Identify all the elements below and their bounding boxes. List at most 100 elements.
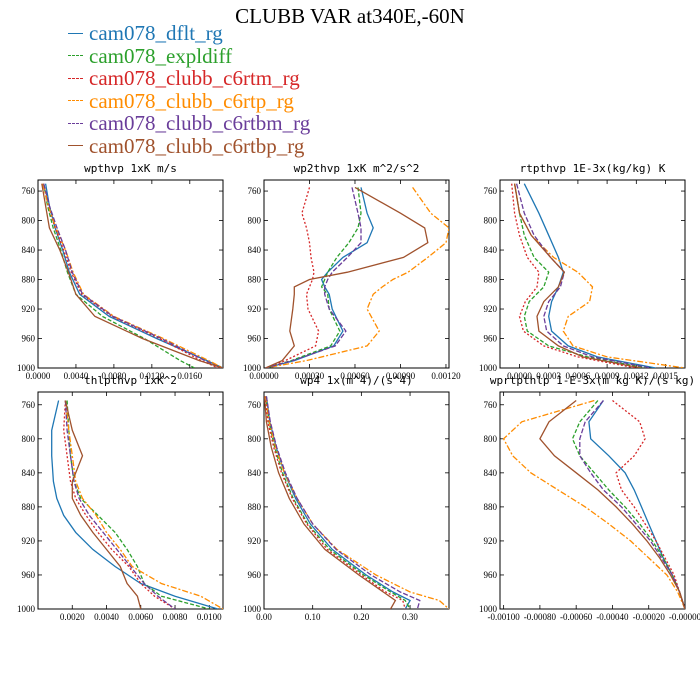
- y-tick-label: 960: [248, 570, 262, 580]
- x-tick-label: 0.0006: [566, 371, 591, 381]
- y-tick-label: 960: [484, 570, 498, 580]
- y-tick-label: 960: [248, 334, 262, 344]
- y-tick-label: 800: [22, 434, 36, 444]
- series-line: [513, 183, 647, 368]
- series-line: [265, 187, 374, 368]
- y-tick-label: 920: [22, 304, 36, 314]
- legend-label: cam078_expldiff: [89, 43, 233, 68]
- figure-title: CLUBB VAR at340E,-60N: [235, 4, 465, 28]
- y-tick-label: 880: [248, 502, 262, 512]
- panel-frame: [263, 179, 450, 369]
- legend-swatch: [68, 77, 83, 79]
- series-line: [265, 187, 320, 368]
- legend-label: cam078_clubb_c6rtm_rg: [89, 66, 300, 91]
- series-line: [43, 183, 219, 368]
- x-tick-label: 0.0160: [177, 371, 202, 381]
- legend-item: cam078_clubb_c6rtbp_rg: [68, 135, 310, 158]
- x-tick-label: 0.0003: [536, 371, 561, 381]
- series-line: [64, 400, 223, 609]
- series-line: [511, 183, 637, 368]
- y-tick-label: 800: [248, 434, 262, 444]
- x-tick-label: 0.00030: [295, 371, 325, 381]
- y-tick-label: 840: [248, 468, 262, 478]
- y-tick-label: 760: [22, 400, 36, 410]
- series-line: [63, 400, 176, 609]
- x-tick-label: -0.00020: [633, 612, 666, 622]
- y-tick-label: 800: [248, 216, 262, 226]
- panel-frame: [263, 391, 450, 610]
- panel-title: wp2thvp 1xK m^2/s^2: [294, 162, 420, 175]
- series-line: [265, 396, 411, 609]
- y-tick-label: 1000: [17, 604, 36, 614]
- x-tick-label: -0.00100: [488, 612, 521, 622]
- x-tick-label: -0.00040: [596, 612, 629, 622]
- legend-item: cam078_clubb_c6rtm_rg: [68, 67, 310, 90]
- x-tick-label: 0.0120: [139, 371, 164, 381]
- x-tick-label: 0.0080: [163, 612, 188, 622]
- legend-swatch: [68, 122, 83, 124]
- legend-swatch: [68, 32, 83, 34]
- series-line: [513, 183, 642, 368]
- panel-frame: [37, 179, 224, 369]
- x-tick-label: 0.0060: [128, 612, 153, 622]
- series-line: [265, 186, 429, 368]
- y-tick-label: 1000: [243, 604, 262, 614]
- x-tick-label: 0.00000: [249, 371, 279, 381]
- y-tick-label: 760: [484, 400, 498, 410]
- y-tick-label: 920: [22, 536, 36, 546]
- y-tick-label: 960: [22, 570, 36, 580]
- y-tick-label: 1000: [479, 363, 498, 373]
- x-tick-label: 0.0040: [64, 371, 89, 381]
- panel-title: rtpthvp 1E-3x(kg/kg) K: [520, 162, 666, 175]
- y-tick-label: 880: [248, 275, 262, 285]
- y-tick-label: 800: [484, 434, 498, 444]
- y-tick-label: 840: [22, 468, 36, 478]
- y-tick-label: 960: [22, 334, 36, 344]
- x-tick-label: -0.00000: [669, 612, 700, 622]
- x-tick-label: 0.30: [402, 612, 418, 622]
- series-line: [539, 399, 685, 609]
- series-line: [43, 183, 195, 368]
- panel-frame: [37, 391, 224, 610]
- series-line: [64, 400, 176, 609]
- x-tick-label: -0.00080: [524, 612, 557, 622]
- panel-title: thlpthvp 1xK^2: [84, 374, 177, 387]
- x-tick-label: 0.00090: [386, 371, 416, 381]
- x-tick-label: 0.10: [305, 612, 321, 622]
- x-tick-label: 0.0000: [507, 371, 532, 381]
- panel-frame: [499, 179, 686, 369]
- legend-item: cam078_clubb_c6rtbm_rg: [68, 112, 310, 135]
- x-tick-label: 0.0015: [653, 371, 678, 381]
- y-tick-label: 880: [22, 275, 36, 285]
- panel-frame: [499, 391, 686, 610]
- x-tick-label: 0.0100: [197, 612, 222, 622]
- legend-swatch: [68, 145, 83, 147]
- legend-item: cam078_expldiff: [68, 45, 310, 68]
- legend-item: cam078_clubb_c6rtp_rg: [68, 90, 310, 113]
- y-tick-label: 1000: [17, 363, 36, 373]
- legend-swatch: [68, 100, 83, 102]
- legend: cam078_dflt_rg cam078_expldiff cam078_cl…: [68, 22, 310, 157]
- y-tick-label: 880: [484, 502, 498, 512]
- series-line: [588, 400, 685, 609]
- series-line: [579, 400, 685, 609]
- y-tick-label: 920: [248, 536, 262, 546]
- legend-item: cam078_dflt_rg: [68, 22, 310, 45]
- series-line: [265, 396, 421, 609]
- series-line: [502, 399, 685, 609]
- y-tick-label: 920: [248, 304, 262, 314]
- x-tick-label: 0.0009: [595, 371, 620, 381]
- series-line: [265, 187, 449, 368]
- y-tick-label: 760: [248, 186, 262, 196]
- series-line: [264, 396, 406, 609]
- series-line: [51, 400, 219, 609]
- y-tick-label: 880: [22, 502, 36, 512]
- series-line: [265, 187, 362, 368]
- panel-title: wpthvp 1xK m/s: [84, 162, 177, 175]
- y-tick-label: 760: [484, 186, 498, 196]
- series-line: [265, 187, 362, 368]
- y-tick-label: 800: [22, 216, 36, 226]
- panel-title: wprtpthlp 1-E-3x(m kg K)/(s kg): [490, 374, 695, 387]
- series-line: [265, 396, 412, 609]
- y-tick-label: 840: [248, 245, 262, 255]
